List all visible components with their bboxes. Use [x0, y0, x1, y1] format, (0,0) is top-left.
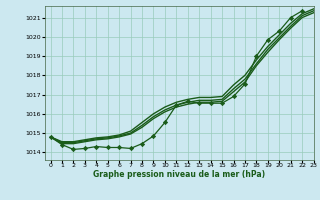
X-axis label: Graphe pression niveau de la mer (hPa): Graphe pression niveau de la mer (hPa) [93, 170, 265, 179]
